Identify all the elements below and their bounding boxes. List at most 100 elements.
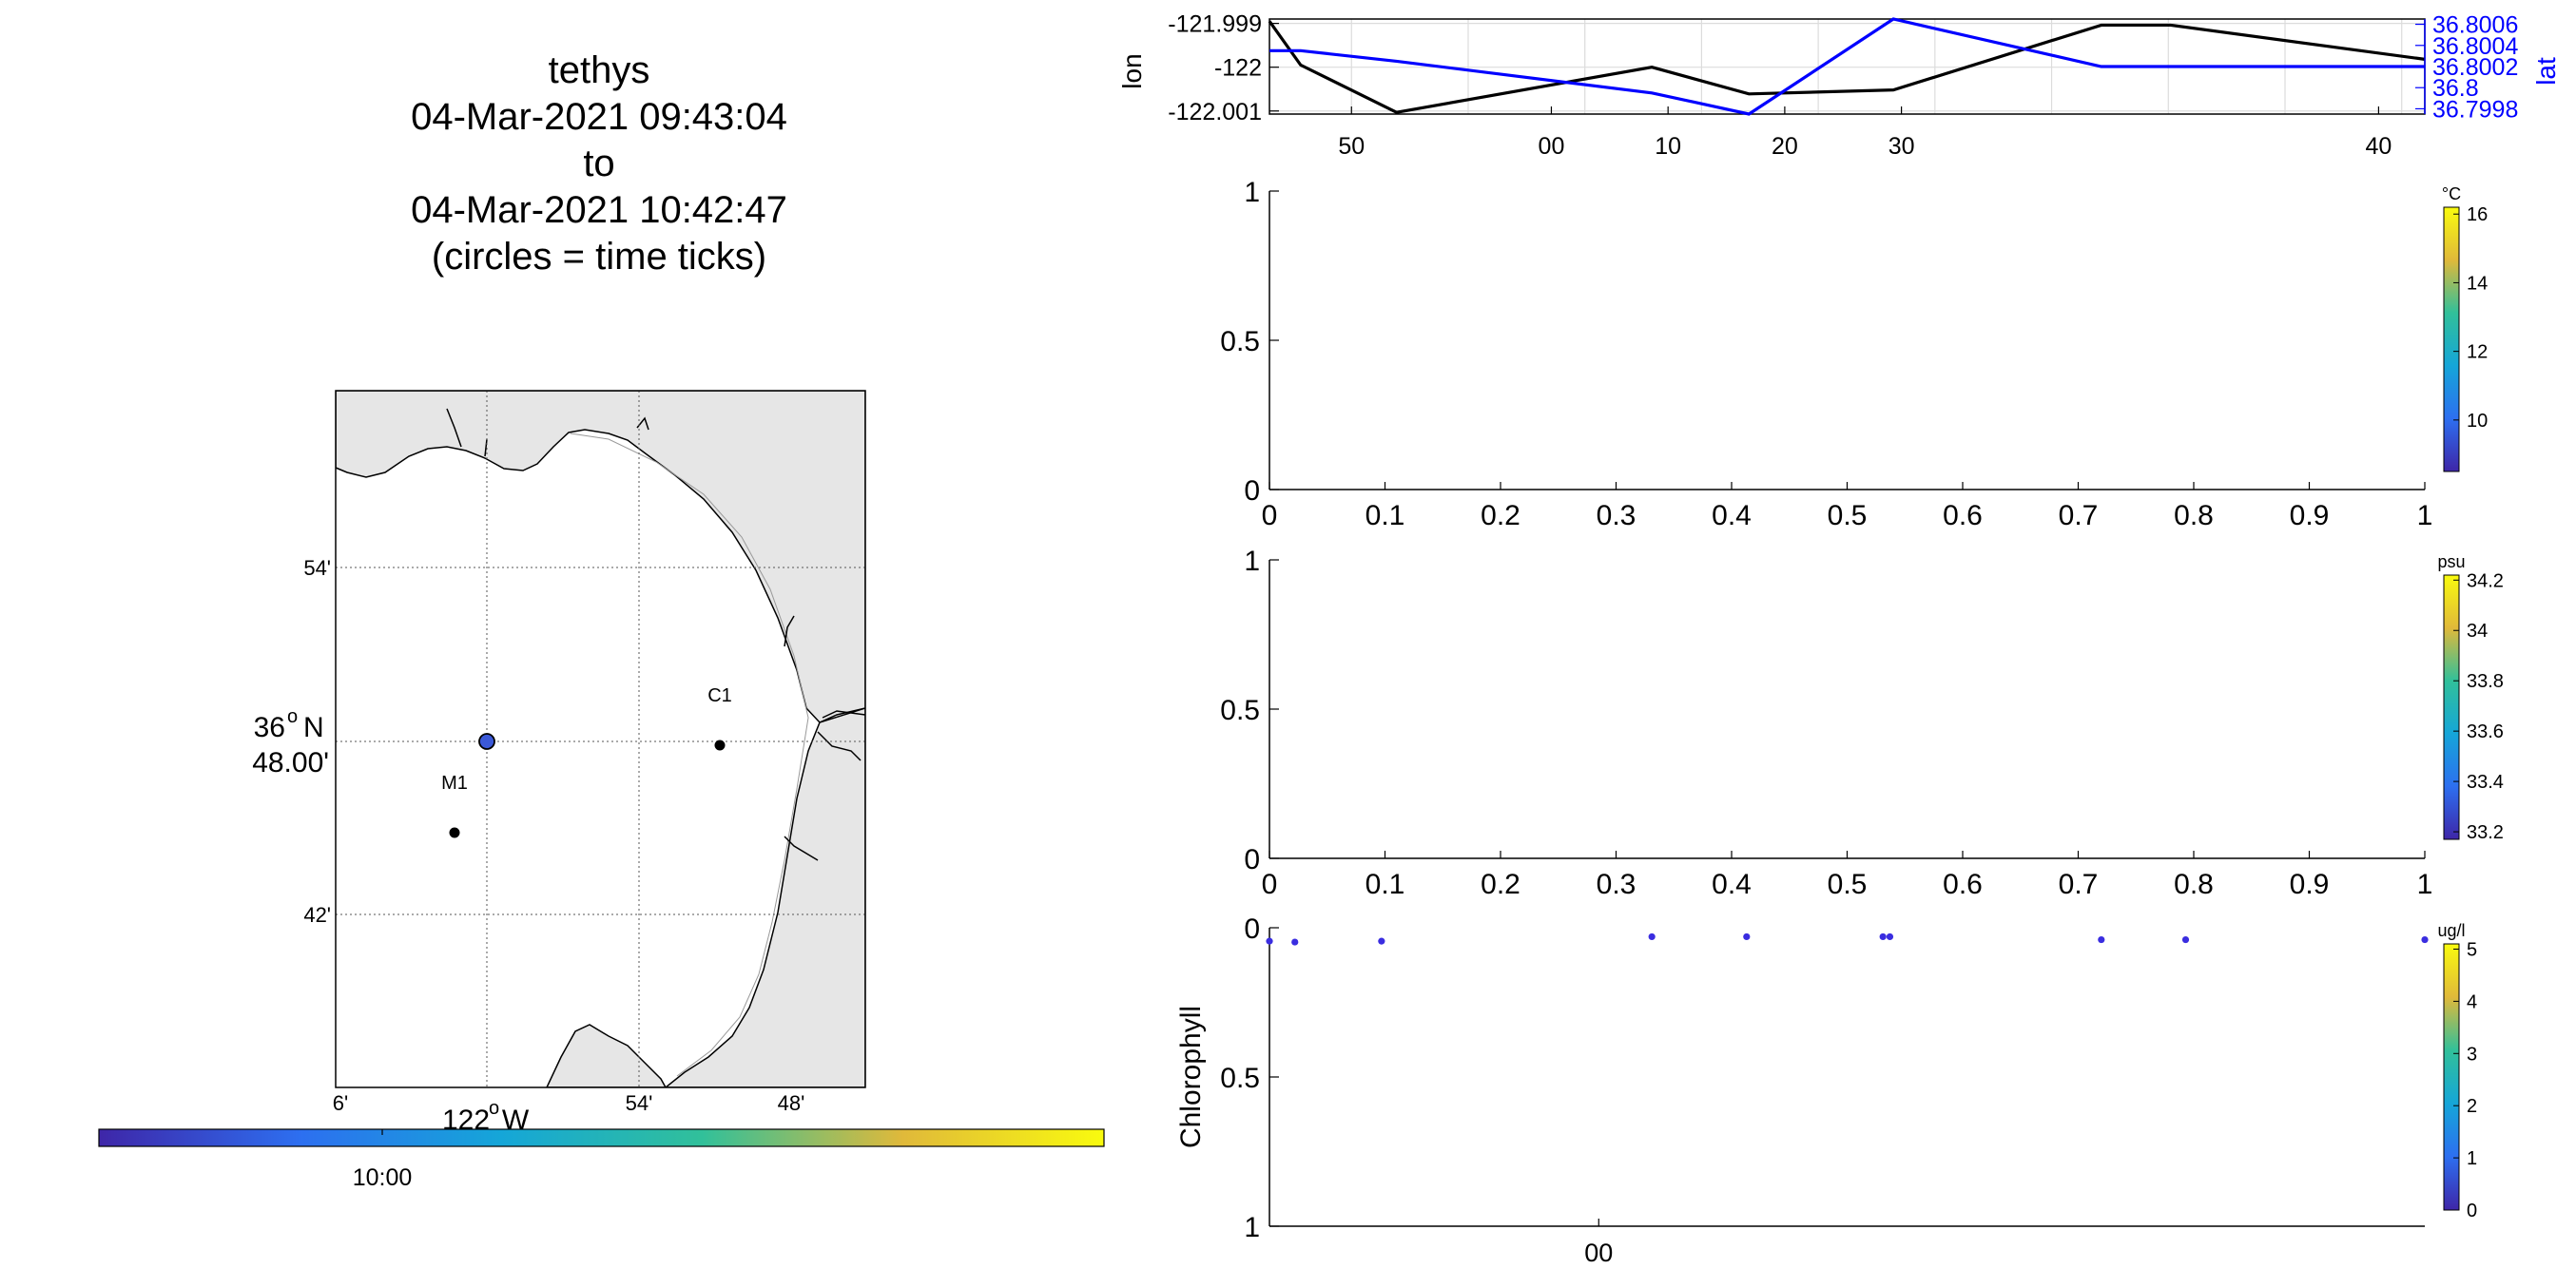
chlorophyll-colorbar	[2443, 943, 2460, 1211]
position-xtick-label: 10	[1655, 133, 1681, 160]
temperature-xtick-label: 0.9	[2290, 500, 2330, 531]
salinity-colorbar-label: 33.4	[2467, 772, 2504, 793]
map-lat-label-42: 42'	[303, 903, 331, 927]
title-to: to	[583, 143, 615, 184]
salinity-panel: 0 0.1 0.2 0.3 0.4 0.5 0.6 0.7 0.8 0.9 110.50 34.23…	[1220, 546, 2504, 900]
salinity-xtick-label: 0.1	[1365, 869, 1405, 900]
position-panel-series	[1268, 17, 2426, 116]
temperature-xtick-label: 0.4	[1712, 500, 1752, 531]
chlorophyll-colorbar-unit: ug/l	[2437, 921, 2465, 940]
temperature-colorbar-label: 10	[2467, 411, 2488, 432]
temperature-colorbar-label: 14	[2467, 273, 2488, 294]
coast-shelf-line	[570, 433, 809, 1077]
chlorophyll-point	[1879, 932, 1887, 941]
station-m1-marker	[449, 827, 460, 838]
salinity-xtick-label: 0.6	[1943, 869, 1983, 900]
map-lon-label-54: 54'	[626, 1091, 653, 1115]
temperature-panel: 0 0.1 0.2 0.3 0.4 0.5 0.6 0.7 0.8 0.9 110.50 16141…	[1220, 177, 2488, 531]
position-lat-tick-label: 36.8004	[2432, 33, 2518, 60]
salinity-colorbar-label: 33.2	[2467, 822, 2504, 843]
salinity-ytick-label: 0	[1244, 844, 1260, 875]
title-platform: tethys	[548, 49, 650, 91]
station-c1-label: C1	[707, 685, 732, 706]
lat-series-line	[1269, 17, 2425, 116]
salinity-colorbar-label: 34.2	[2467, 570, 2504, 591]
position-xtick-label: 20	[1772, 133, 1798, 160]
chlorophyll-xtick-label: 00	[1584, 1239, 1613, 1267]
chlorophyll-point	[1378, 937, 1385, 945]
temperature-ytick-label: 0.5	[1220, 326, 1260, 357]
position-lat-tick-label: 36.8006	[2432, 12, 2518, 39]
position-xtick-label: 00	[1539, 133, 1565, 160]
land-east	[664, 707, 865, 1087]
station-c1-marker	[714, 740, 726, 751]
salinity-xtick-label: 1	[2417, 869, 2433, 900]
temperature-xtick-label: 0.6	[1943, 500, 1983, 531]
chlorophyll-colorbar-label: 1	[2467, 1148, 2477, 1169]
map-frame	[335, 390, 866, 1088]
vehicle-track-marker	[478, 733, 495, 750]
time-colorbar: 10:00	[98, 1128, 1105, 1191]
temperature-colorbar-ticks: 16 14 12 10	[2453, 204, 2488, 432]
chlorophyll-point	[1648, 932, 1656, 941]
river-north	[446, 408, 649, 457]
chlorophyll-colorbar-label: 0	[2467, 1201, 2477, 1221]
time-colorbar-gradient	[98, 1128, 1105, 1147]
temperature-xtick-label: 1	[2417, 500, 2433, 531]
map-lon-label-6: 6'	[333, 1091, 348, 1115]
chlorophyll-point	[2421, 935, 2429, 944]
chlorophyll-panel-ylabel: Chlorophyll	[1175, 1006, 1207, 1148]
map-lat-degree-mark: o	[287, 706, 298, 727]
land-south	[546, 1024, 667, 1087]
chlorophyll-point	[1743, 932, 1751, 941]
salinity-ytick-label: 0.5	[1220, 695, 1260, 726]
chlorophyll-colorbar-label: 2	[2467, 1096, 2477, 1117]
salinity-xtick-label: 0.2	[1481, 869, 1520, 900]
track-map: 54' 36 o N 48.00' 42' 6' 122 o W 54' 48'…	[252, 390, 866, 1136]
salinity-xtick-label: 0.4	[1712, 869, 1752, 900]
salinity-colorbar-ticks: 34.2 34 33.8 33.6 33.4 33.2	[2453, 570, 2504, 843]
temperature-colorbar-unit: °C	[2442, 184, 2461, 203]
chlorophyll-point	[2098, 935, 2105, 944]
title-start-time: 04-Mar-2021 09:43:04	[411, 96, 787, 138]
salinity-xtick-label: 0.7	[2059, 869, 2099, 900]
chlorophyll-ytick-label: 1	[1244, 1212, 1260, 1243]
temperature-ytick-label: 1	[1244, 177, 1260, 208]
chlorophyll-panel: 0 0.5 1 00 Chlorophyll 5 4 3 2 1 0 ug/l	[1175, 913, 2477, 1267]
map-lat-label-36: 36	[254, 712, 285, 743]
salinity-colorbar-label: 33.6	[2467, 721, 2504, 742]
position-lat-tick-label: 36.8	[2432, 75, 2479, 102]
salinity-xtick-label: 0.8	[2174, 869, 2214, 900]
temperature-colorbar-label: 12	[2467, 342, 2488, 363]
chlorophyll-colorbar-label: 3	[2467, 1044, 2477, 1065]
station-m1-label: M1	[441, 773, 468, 794]
map-lat-label-4800: 48.00'	[252, 747, 329, 779]
temperature-xtick-label: 0.7	[2059, 500, 2099, 531]
figure-title: tethys 04-Mar-2021 09:43:04 to 04-Mar-20…	[361, 48, 837, 280]
position-lon-tick-label: -122	[1214, 55, 1262, 82]
position-panel-ylabel-lat: lat	[2531, 57, 2561, 86]
time-colorbar-label: 10:00	[353, 1164, 413, 1191]
position-timeseries-panel: 50 00 10 20 30 40-121.999-122-122.00136.80063…	[1117, 11, 2561, 160]
chlorophyll-point	[1886, 932, 1894, 941]
salinity-xtick-label: 0.5	[1828, 869, 1868, 900]
position-panel-ylabel-lon: lon	[1117, 53, 1147, 88]
salinity-colorbar	[2443, 574, 2460, 840]
position-xtick-label: 40	[2365, 133, 2392, 160]
position-xtick-label: 50	[1338, 133, 1365, 160]
title-note: (circles = time ticks)	[431, 236, 767, 278]
position-lat-tick-label: 36.8002	[2432, 54, 2518, 81]
salinity-colorbar-label: 33.8	[2467, 671, 2504, 692]
chlorophyll-points	[1266, 932, 2429, 946]
river-east	[784, 615, 865, 861]
title-end-time: 04-Mar-2021 10:42:47	[411, 189, 787, 231]
position-xtick-label: 30	[1888, 133, 1915, 160]
chlorophyll-panel-ticks: 0 0.5 1 00	[1220, 913, 1613, 1267]
salinity-xtick-label: 0.3	[1597, 869, 1637, 900]
map-lon-degree-mark: o	[489, 1098, 499, 1119]
chlorophyll-colorbar-ticks: 5 4 3 2 1 0	[2453, 939, 2477, 1221]
temperature-xtick-label: 0.8	[2174, 500, 2214, 531]
chlorophyll-ytick-label: 0.5	[1220, 1063, 1260, 1094]
temperature-xtick-label: 0	[1262, 500, 1278, 531]
